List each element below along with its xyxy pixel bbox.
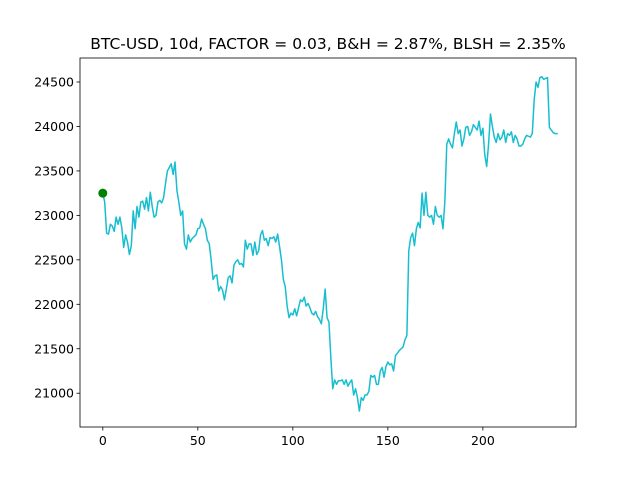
- x-tick-label-0: 0: [99, 433, 107, 448]
- y-tick-label-21000: 21000: [34, 386, 74, 401]
- y-tick-label-22500: 22500: [34, 252, 74, 267]
- axes-layer: 0 50 100 150 200 21000 21500 22000 22500 23000 235…: [34, 57, 577, 448]
- series-layer: [98, 75, 558, 412]
- marker-point-0: [98, 188, 108, 198]
- y-tick-label-22000: 22000: [34, 297, 74, 312]
- y-tick-label-23500: 23500: [34, 163, 74, 178]
- chart-title: BTC-USD, 10d, FACTOR = 0.03, B&H = 2.87%…: [90, 35, 565, 53]
- y-tick-label-23000: 23000: [34, 208, 74, 223]
- x-tick-label-50: 50: [190, 433, 206, 448]
- x-tick-label-100: 100: [281, 433, 305, 448]
- plot-area: [98, 75, 558, 412]
- x-tick-label-150: 150: [376, 433, 400, 448]
- x-tick-label-200: 200: [471, 433, 495, 448]
- series-line-0: [101, 75, 558, 412]
- y-tick-label-24000: 24000: [34, 119, 74, 134]
- y-tick-label-21500: 21500: [34, 341, 74, 356]
- axes-frame: [79, 57, 577, 428]
- y-tick-label-24500: 24500: [34, 75, 74, 90]
